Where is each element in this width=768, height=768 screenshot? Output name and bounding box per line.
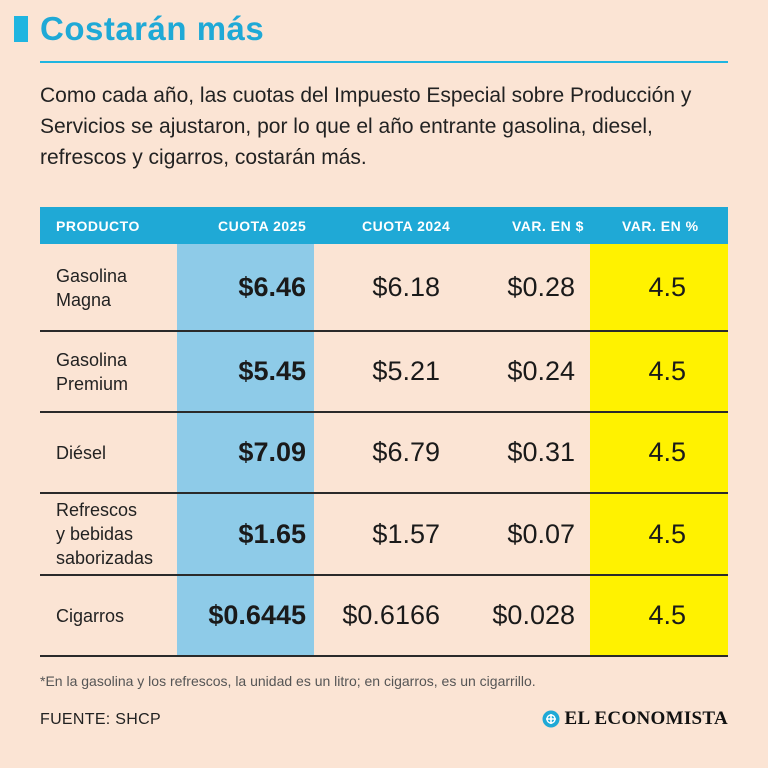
el-economista-logo-icon — [542, 710, 559, 728]
cell-var-pesos: $0.28 — [507, 272, 575, 302]
cell-producto: Gasolina Magna — [56, 244, 186, 331]
row-divider — [40, 330, 728, 332]
cell-var-pesos: $0.028 — [492, 600, 575, 630]
header-var-pesos: VAR. EN $ — [512, 218, 584, 234]
producto-line: Gasolina — [56, 349, 128, 370]
cell-cuota-2024: $1.57 — [372, 518, 440, 549]
title-divider — [40, 61, 728, 63]
intro-text: Como cada año, las cuotas del Impuesto E… — [40, 84, 692, 169]
brand-name: EL ECONOMISTA — [564, 708, 728, 729]
cell-cuota-2024: $0.6166 — [342, 600, 440, 630]
row-divider — [40, 574, 728, 576]
cell-cuota-2025: $5.45 — [238, 356, 306, 386]
cell-producto: Refrescos y bebidas saborizadas — [56, 493, 186, 575]
table-row: Gasolina Premium $5.45 $5.21 $0.24 4.5 — [40, 331, 728, 412]
cell-var-pct: 4.5 — [648, 272, 686, 302]
table-row: Cigarros $0.6445 $0.6166 $0.028 4.5 — [40, 575, 728, 656]
producto-line: y bebidas — [56, 524, 134, 544]
producto-line: Magna — [56, 289, 112, 310]
cell-cuota-2024: $5.21 — [372, 356, 440, 386]
producto-line: Diésel — [56, 442, 107, 463]
cell-var-pesos: $0.31 — [507, 437, 575, 467]
cell-var-pct: 4.5 — [648, 600, 686, 630]
var-pct-highlight — [590, 244, 728, 657]
footnote: *En la gasolina y los refrescos, la unid… — [40, 673, 536, 689]
table-header: PRODUCTO CUOTA 2025 CUOTA 2024 VAR. EN $… — [40, 207, 728, 244]
producto-line: Premium — [56, 373, 129, 394]
header-cuota-2025: CUOTA 2025 — [218, 218, 307, 234]
brand-logo: EL ECONOMISTA — [542, 708, 729, 730]
cell-cuota-2025: $1.65 — [238, 518, 306, 549]
table-row: Diésel $7.09 $6.79 $0.31 4.5 — [40, 412, 728, 493]
producto-line: Cigarros — [56, 605, 125, 626]
header-producto: PRODUCTO — [56, 218, 140, 234]
source-label: FUENTE: SHCP — [40, 711, 161, 728]
producto-line: Refrescos — [56, 500, 138, 520]
row-divider — [40, 492, 728, 494]
cell-var-pct: 4.5 — [648, 518, 686, 549]
cell-cuota-2025: $6.46 — [238, 272, 306, 302]
cell-var-pct: 4.5 — [648, 356, 686, 386]
cell-var-pesos: $0.24 — [507, 356, 575, 386]
cuota-2025-highlight — [177, 244, 314, 657]
cell-cuota-2025: $7.09 — [238, 437, 306, 467]
table-row: Gasolina Magna $6.46 $6.18 $0.28 4.5 — [40, 244, 728, 331]
header-var-pct: VAR. EN % — [622, 218, 699, 234]
cell-cuota-2024: $6.18 — [372, 272, 440, 302]
cell-var-pesos: $0.07 — [507, 518, 575, 549]
row-divider — [40, 655, 728, 657]
table-row: Refrescos y bebidas saborizadas $1.65 $1.57 $… — [40, 493, 728, 575]
cell-cuota-2024: $6.79 — [372, 437, 440, 467]
cell-cuota-2025: $0.6445 — [208, 600, 306, 630]
cell-var-pct: 4.5 — [648, 437, 686, 467]
cell-producto: Gasolina Premium — [56, 331, 186, 412]
title-accent-bar — [14, 16, 28, 42]
producto-line: saborizadas — [56, 548, 154, 568]
row-divider — [40, 411, 728, 413]
cell-producto: Cigarros — [56, 575, 186, 656]
header-cuota-2024: CUOTA 2024 — [362, 218, 451, 234]
cell-producto: Diésel — [56, 412, 186, 493]
tax-table: PRODUCTO CUOTA 2025 CUOTA 2024 VAR. EN $… — [40, 207, 728, 657]
page-title: Costarán más — [40, 10, 265, 47]
producto-line: Gasolina — [56, 265, 128, 286]
